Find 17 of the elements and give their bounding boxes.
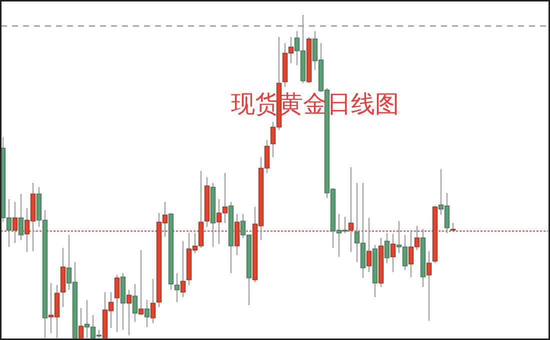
candlestick (138, 250, 144, 316)
candlestick (144, 299, 150, 328)
candlestick (18, 193, 24, 241)
candlestick (390, 233, 396, 273)
candlestick (180, 240, 186, 298)
candlestick (384, 232, 390, 264)
candlestick (132, 284, 138, 322)
candlestick (234, 213, 240, 256)
candlestick (174, 272, 180, 303)
candlestick (366, 217, 372, 273)
candlestick (348, 166, 354, 253)
candlestick (78, 307, 84, 338)
candlestick (150, 278, 156, 324)
candlestick (114, 274, 120, 332)
candlestick (126, 289, 132, 336)
candlestick (12, 202, 18, 244)
candlestick (426, 250, 432, 322)
